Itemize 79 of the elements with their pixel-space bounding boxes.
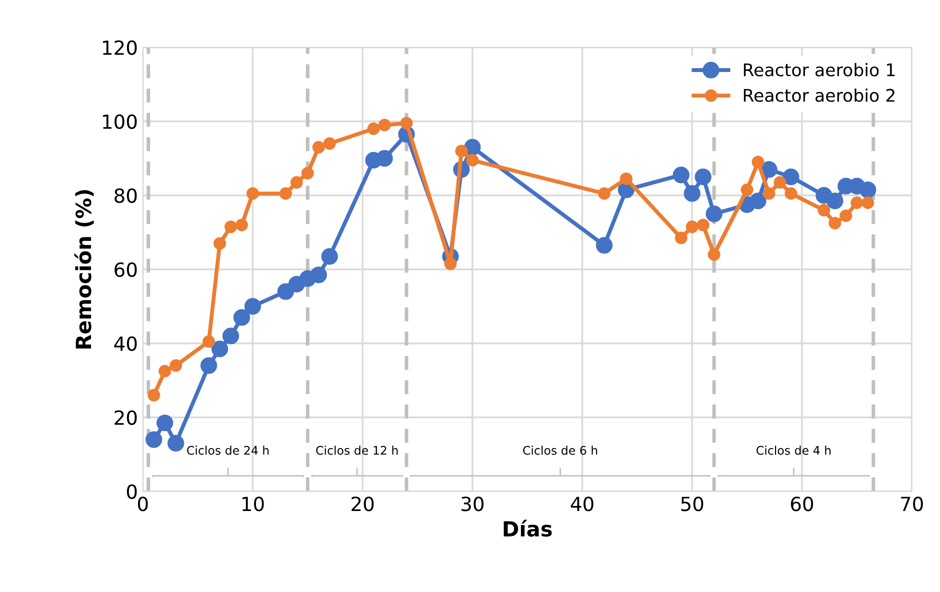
point: [598, 187, 610, 200]
annotation: Ciclos de 12 h: [316, 446, 398, 455]
point: [148, 388, 160, 402]
x-tick-label: 0: [138, 496, 148, 512]
point: [828, 216, 842, 230]
point: [696, 218, 710, 232]
x-tick-label: 60: [790, 496, 814, 512]
point: [840, 209, 852, 222]
point: [170, 359, 182, 372]
point: [686, 220, 698, 234]
point: [826, 192, 844, 210]
point: [222, 328, 240, 344]
point: [290, 176, 303, 189]
point: [596, 236, 613, 254]
point: [301, 166, 314, 180]
point: [235, 218, 248, 232]
point: [323, 137, 336, 150]
y-tick-label: 20: [114, 410, 137, 426]
point: [684, 185, 700, 202]
y-axis-title: Remoción (%): [74, 190, 94, 348]
point: [708, 248, 720, 261]
x-tick-label: 40: [570, 496, 594, 512]
point: [211, 340, 228, 358]
point: [860, 181, 876, 198]
point: [752, 156, 764, 168]
y-tick-label: 80: [114, 188, 137, 204]
x-tick-label: 50: [681, 496, 704, 512]
point: [168, 434, 184, 452]
legend-label: Reactor aerobio 1: [744, 62, 895, 76]
point: [376, 150, 393, 167]
point: [466, 154, 479, 166]
point: [862, 196, 874, 210]
point: [706, 206, 722, 222]
x-tick-label: 30: [462, 496, 484, 512]
point: [378, 118, 391, 132]
point: [674, 232, 688, 244]
y-tick-label: 0: [126, 484, 137, 500]
point: [750, 192, 766, 210]
x-tick-label: 20: [352, 496, 374, 512]
point: [224, 220, 238, 234]
point: [214, 237, 226, 250]
y-tick-label: 60: [114, 262, 137, 278]
point: [782, 168, 800, 186]
annotation: Ciclos de 6 h: [523, 446, 598, 455]
point: [310, 266, 327, 284]
point: [774, 176, 786, 189]
y-tick-label: 120: [103, 40, 137, 56]
point: [784, 187, 798, 200]
point: [762, 187, 776, 200]
point: [146, 431, 162, 448]
annotation: Ciclos de 4 h: [756, 446, 831, 455]
annotation: Ciclos de 24 h: [187, 446, 269, 455]
point: [672, 166, 690, 184]
point: [158, 364, 172, 378]
point: [444, 258, 457, 270]
point: [200, 357, 218, 374]
point: [367, 122, 380, 136]
x-tick-label: 70: [901, 496, 923, 512]
point: [312, 141, 325, 154]
point: [818, 204, 830, 216]
point: [244, 298, 262, 315]
point: [321, 248, 338, 265]
point: [850, 196, 864, 210]
y-tick-label: 40: [114, 336, 137, 352]
point: [740, 184, 754, 196]
point: [156, 414, 174, 432]
point: [202, 335, 216, 348]
point: [246, 187, 259, 200]
point: [279, 187, 292, 200]
point: [400, 116, 413, 130]
legend-label: Reactor aerobio 2: [744, 88, 894, 102]
point: [233, 309, 250, 326]
point: [760, 161, 778, 178]
point: [694, 168, 712, 186]
point: [620, 172, 632, 185]
y-tick-label: 100: [103, 114, 137, 130]
x-axis-title: Días: [504, 520, 552, 537]
point: [455, 144, 468, 158]
x-tick-label: 10: [242, 496, 264, 512]
